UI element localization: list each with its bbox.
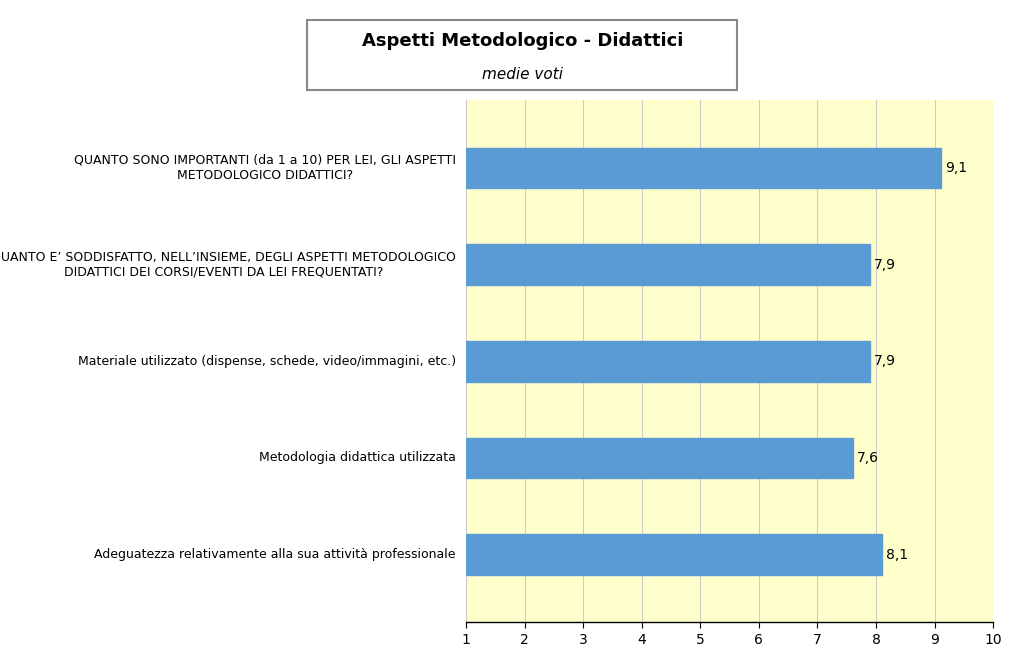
- Bar: [466, 438, 853, 478]
- Text: 7,9: 7,9: [874, 355, 896, 368]
- Text: Materiale utilizzato (dispense, schede, video/immagini, etc.): Materiale utilizzato (dispense, schede, …: [78, 355, 456, 368]
- Bar: [466, 148, 940, 188]
- Text: Adeguatezza relativamente alla sua attività professionale: Adeguatezza relativamente alla sua attiv…: [94, 548, 456, 561]
- Bar: [466, 341, 870, 381]
- Text: 7,9: 7,9: [874, 258, 896, 272]
- Text: QUANTO SONO IMPORTANTI (da 1 a 10) PER LEI, GLI ASPETTI
METODOLOGICO DIDATTICI?: QUANTO SONO IMPORTANTI (da 1 a 10) PER L…: [74, 154, 456, 182]
- Text: 9,1: 9,1: [945, 161, 967, 175]
- Text: Aspetti Metodologico - Didattici: Aspetti Metodologico - Didattici: [361, 32, 683, 50]
- Text: medie voti: medie voti: [481, 68, 563, 82]
- Text: Metodologia didattica utilizzata: Metodologia didattica utilizzata: [259, 452, 456, 464]
- Bar: [466, 244, 870, 285]
- Bar: [466, 535, 882, 575]
- Text: QUANTO E’ SODDISFATTO, NELL’INSIEME, DEGLI ASPETTI METODOLOGICO
DIDATTICI DEI CO: QUANTO E’ SODDISFATTO, NELL’INSIEME, DEG…: [0, 251, 456, 278]
- Text: 7,6: 7,6: [857, 451, 879, 465]
- Text: 8,1: 8,1: [886, 547, 908, 561]
- FancyBboxPatch shape: [307, 20, 737, 90]
